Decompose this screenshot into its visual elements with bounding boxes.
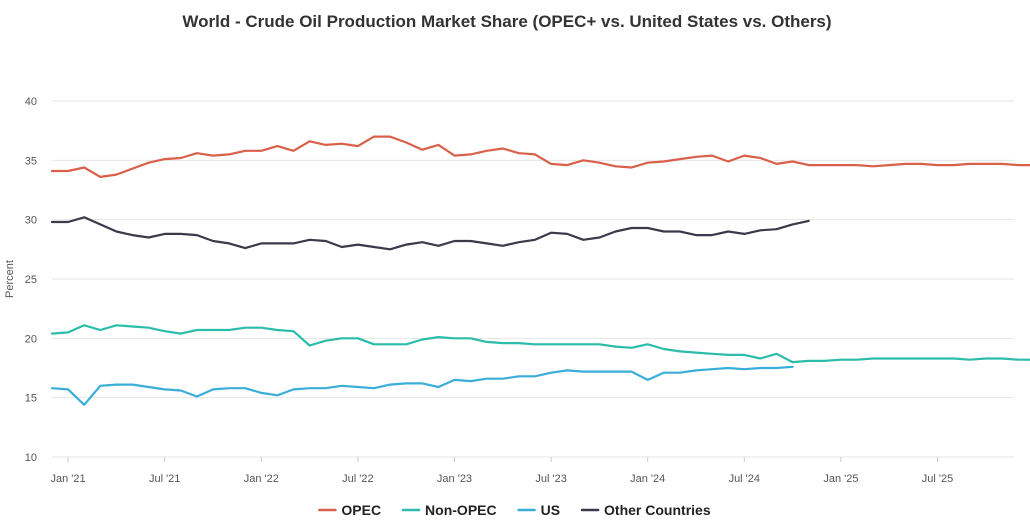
x-tick-label: Jan '25 — [823, 473, 858, 485]
series-line-us — [50, 365, 794, 406]
y-tick-label: 10 — [25, 452, 37, 464]
x-tick-label: Jan '22 — [244, 473, 279, 485]
y-tick-label: 15 — [25, 393, 37, 405]
series-line-non-opec — [50, 324, 1030, 364]
legend-label: Other Countries — [604, 502, 711, 518]
x-tick-label: Jul '21 — [149, 473, 180, 485]
x-tick-label: Jan '23 — [437, 473, 472, 485]
chart-title: World - Crude Oil Production Market Shar… — [182, 12, 831, 31]
series-line-other-countries — [50, 216, 810, 251]
x-tick-label: Jul '24 — [729, 473, 760, 485]
legend-label: US — [541, 502, 560, 518]
gridlines — [52, 100, 1014, 458]
series-lines — [50, 135, 1030, 406]
legend-item-non-opec[interactable]: Non-OPEC — [401, 502, 497, 518]
x-tick-label: Jul '25 — [922, 473, 953, 485]
legend-label: OPEC — [341, 502, 381, 518]
x-tick-label: Jan '24 — [630, 473, 665, 485]
series-line-opec — [50, 135, 1030, 178]
y-tick-label: 20 — [25, 333, 37, 345]
legend: OPEC Non-OPEC US Other Countries — [318, 502, 711, 518]
x-tick-label: Jan '21 — [51, 473, 86, 485]
y-axis-ticks: 10 15 20 25 30 35 40 — [25, 96, 37, 464]
x-tick-label: Jul '23 — [535, 473, 566, 485]
legend-label: Non-OPEC — [425, 502, 497, 518]
legend-item-other-countries[interactable]: Other Countries — [580, 502, 711, 518]
y-tick-label: 25 — [25, 274, 37, 286]
y-tick-label: 35 — [25, 155, 37, 167]
y-tick-label: 30 — [25, 215, 37, 227]
legend-item-us[interactable]: US — [517, 502, 560, 518]
x-tick-label: Jul '22 — [342, 473, 373, 485]
legend-item-opec[interactable]: OPEC — [318, 502, 381, 518]
x-axis-ticks: Jan '21 Jul '21 Jan '22 Jul '22 Jan '23 Jul '… — [51, 457, 953, 485]
y-axis-label: Percent — [4, 260, 16, 298]
y-tick-label: 40 — [25, 96, 37, 108]
